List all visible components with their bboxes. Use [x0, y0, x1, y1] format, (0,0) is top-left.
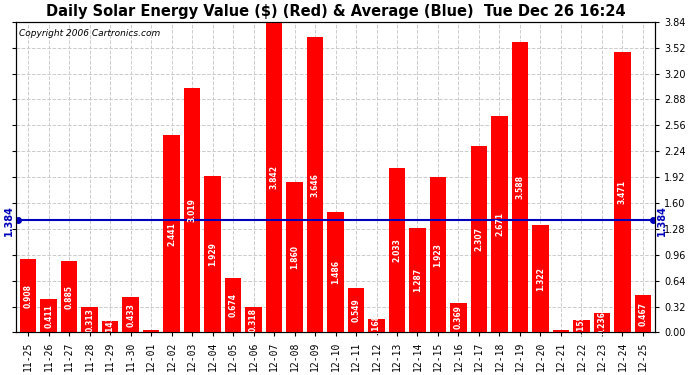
Bar: [614, 52, 631, 332]
Title: Daily Solar Energy Value ($) (Red) & Average (Blue)  Tue Dec 26 16:24: Daily Solar Energy Value ($) (Red) & Ave…: [46, 4, 625, 19]
Text: 1.287: 1.287: [413, 268, 422, 292]
Bar: [348, 288, 364, 332]
Text: Copyright 2006 Cartronics.com: Copyright 2006 Cartronics.com: [19, 30, 160, 39]
Text: 0.168: 0.168: [372, 314, 381, 338]
Bar: [368, 319, 385, 332]
Text: 3.842: 3.842: [270, 165, 279, 189]
Bar: [102, 321, 118, 332]
Bar: [491, 116, 508, 332]
Text: 0.411: 0.411: [44, 304, 53, 328]
Text: 1.384: 1.384: [658, 205, 667, 236]
Text: 1.860: 1.860: [290, 245, 299, 269]
Bar: [471, 146, 487, 332]
Text: 1.923: 1.923: [433, 243, 442, 267]
Bar: [143, 330, 159, 332]
Bar: [327, 212, 344, 332]
Text: 2.307: 2.307: [475, 227, 484, 251]
Text: 1.486: 1.486: [331, 260, 340, 284]
Text: 0.549: 0.549: [351, 298, 360, 322]
Text: 0.433: 0.433: [126, 303, 135, 327]
Text: 0.467: 0.467: [638, 302, 647, 326]
Bar: [573, 320, 590, 332]
Bar: [20, 259, 37, 332]
Text: 0.313: 0.313: [85, 308, 94, 332]
Text: 1.929: 1.929: [208, 243, 217, 266]
Text: 1.384: 1.384: [4, 205, 14, 236]
Bar: [286, 182, 303, 332]
Text: 0.318: 0.318: [249, 308, 258, 332]
Bar: [388, 168, 405, 332]
Bar: [430, 177, 446, 332]
Bar: [246, 307, 262, 332]
Bar: [512, 42, 528, 332]
Bar: [204, 176, 221, 332]
Bar: [409, 228, 426, 332]
Bar: [532, 225, 549, 332]
Bar: [307, 38, 323, 332]
Bar: [122, 297, 139, 332]
Text: 2.441: 2.441: [167, 222, 176, 246]
Text: 0.141: 0.141: [106, 315, 115, 339]
Text: 3.471: 3.471: [618, 180, 627, 204]
Bar: [164, 135, 180, 332]
Text: 2.671: 2.671: [495, 212, 504, 236]
Text: 3.588: 3.588: [515, 175, 524, 199]
Bar: [635, 295, 651, 332]
Text: 3.646: 3.646: [310, 173, 319, 197]
Text: 0.885: 0.885: [65, 285, 74, 309]
Bar: [61, 261, 77, 332]
Text: 1.322: 1.322: [536, 267, 545, 291]
Text: 0.369: 0.369: [454, 306, 463, 330]
Bar: [184, 88, 200, 332]
Bar: [266, 21, 282, 332]
Text: 0.908: 0.908: [23, 284, 32, 308]
Bar: [225, 278, 241, 332]
Bar: [81, 307, 98, 332]
Text: 3.019: 3.019: [188, 198, 197, 222]
Bar: [451, 303, 466, 332]
Bar: [553, 330, 569, 332]
Bar: [41, 299, 57, 332]
Text: 0.155: 0.155: [577, 314, 586, 338]
Text: 0.236: 0.236: [598, 311, 607, 335]
Text: 0.674: 0.674: [228, 293, 237, 317]
Text: 2.033: 2.033: [393, 238, 402, 262]
Bar: [593, 314, 610, 332]
